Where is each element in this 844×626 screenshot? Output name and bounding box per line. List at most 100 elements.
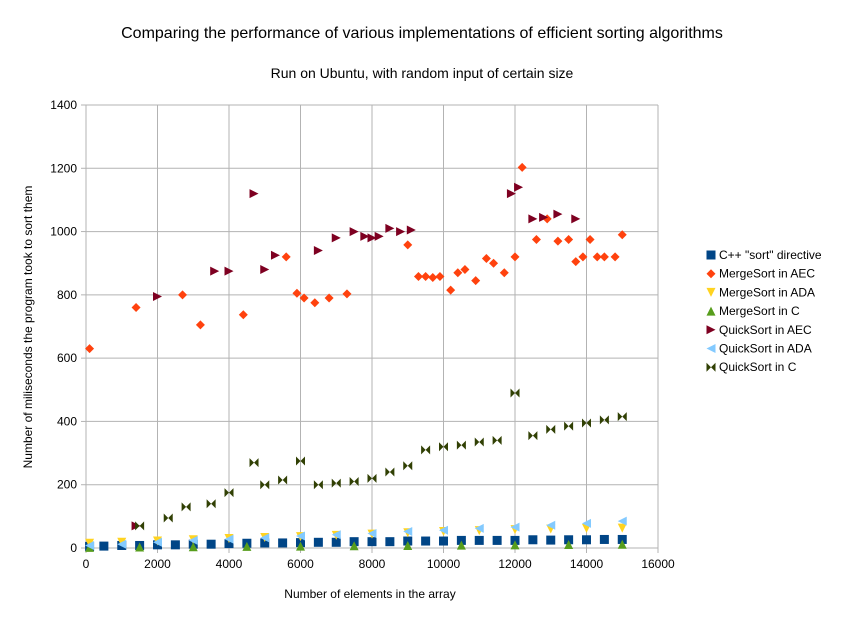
data-point: [514, 182, 524, 192]
data-point: [260, 480, 270, 490]
data-point: [439, 442, 448, 452]
legend-marker: [706, 362, 716, 372]
data-point: [296, 541, 305, 551]
data-point: [331, 537, 341, 547]
data-point: [278, 538, 288, 548]
data-point: [571, 214, 581, 224]
data-point: [599, 252, 609, 262]
y-tick-label: 200: [57, 478, 77, 492]
y-tick-label: 600: [57, 351, 77, 365]
data-point: [471, 276, 481, 286]
legend-entry-label: QuickSort in C: [719, 360, 797, 374]
data-point: [313, 246, 323, 256]
data-point: [296, 456, 305, 466]
legend-entry-label: MergeSort in ADA: [719, 285, 815, 299]
data-point: [206, 499, 216, 509]
legend-marker: [706, 250, 716, 260]
data-point: [367, 528, 377, 538]
legend-marker: [706, 269, 716, 279]
data-point: [170, 540, 180, 550]
data-point: [564, 234, 574, 244]
data-point: [553, 209, 563, 219]
data-point: [439, 536, 448, 546]
data-point: [510, 252, 520, 262]
data-point: [528, 214, 538, 224]
data-point: [474, 523, 484, 533]
data-point: [349, 477, 359, 487]
legend-entry-label: QuickSort in ADA: [719, 342, 812, 356]
data-point: [85, 344, 95, 354]
y-tick-label: 1000: [50, 225, 77, 239]
data-point: [331, 478, 341, 488]
data-point: [599, 415, 609, 425]
data-point: [571, 257, 581, 267]
data-point: [460, 265, 470, 275]
data-point: [385, 537, 395, 547]
data-point: [153, 537, 162, 547]
data-point: [249, 189, 259, 199]
data-point: [360, 231, 370, 241]
legend-entry-label: MergeSort in AEC: [719, 267, 815, 281]
data-point: [546, 424, 556, 434]
data-points: [85, 162, 627, 552]
data-point: [296, 531, 305, 541]
data-point: [385, 223, 395, 233]
data-point: [456, 535, 466, 545]
data-point: [324, 293, 334, 303]
data-point: [456, 440, 466, 450]
data-point: [406, 225, 416, 235]
data-point: [385, 467, 395, 477]
chart-title: Comparing the performance of various imp…: [121, 25, 723, 42]
y-tick-label: 0: [70, 541, 77, 555]
data-point: [292, 288, 302, 298]
data-point: [188, 542, 198, 552]
chart-subtitle: Run on Ubuntu, with random input of cert…: [271, 65, 574, 81]
data-point: [403, 461, 413, 471]
x-tick-label: 16000: [641, 557, 675, 571]
data-point: [599, 534, 609, 544]
y-tick-label: 1400: [50, 98, 77, 112]
data-point: [617, 516, 627, 526]
x-tick-label: 2000: [144, 557, 171, 571]
y-axis-label: Number of miliseconds the program took t…: [21, 186, 35, 469]
data-point: [331, 530, 341, 540]
data-point: [564, 421, 574, 431]
data-point: [546, 535, 556, 545]
x-tick-label: 10000: [427, 557, 461, 571]
data-point: [528, 431, 538, 441]
data-point: [349, 227, 359, 237]
data-point: [499, 268, 509, 278]
data-point: [260, 538, 270, 548]
x-tick-label: 14000: [570, 557, 604, 571]
data-point: [224, 488, 234, 498]
data-point: [195, 320, 205, 330]
data-point: [564, 540, 574, 550]
data-point: [435, 272, 445, 282]
data-point: [617, 523, 627, 533]
data-point: [224, 539, 234, 549]
x-tick-label: 12000: [498, 557, 532, 571]
y-tick-label: 400: [57, 414, 77, 428]
legend-marker: [706, 325, 716, 335]
legend-marker: [706, 287, 716, 297]
data-point: [489, 258, 499, 268]
data-point: [367, 473, 377, 483]
data-point: [528, 535, 538, 545]
legend: C++ "sort" directive MergeSort in AEC Merg…: [706, 248, 822, 374]
data-point: [617, 412, 627, 422]
series-6: [135, 388, 627, 531]
x-tick-label: 0: [83, 557, 90, 571]
data-point: [131, 303, 141, 313]
legend-entry-label: MergeSort in C: [719, 304, 800, 318]
data-point: [428, 272, 438, 282]
data-point: [206, 539, 216, 549]
series-1: [85, 162, 627, 354]
legend-entry-label: QuickSort in AEC: [719, 323, 812, 337]
data-point: [278, 475, 288, 485]
data-point: [439, 525, 448, 535]
data-point: [310, 298, 320, 308]
data-point: [492, 535, 502, 545]
data-point: [510, 522, 520, 532]
